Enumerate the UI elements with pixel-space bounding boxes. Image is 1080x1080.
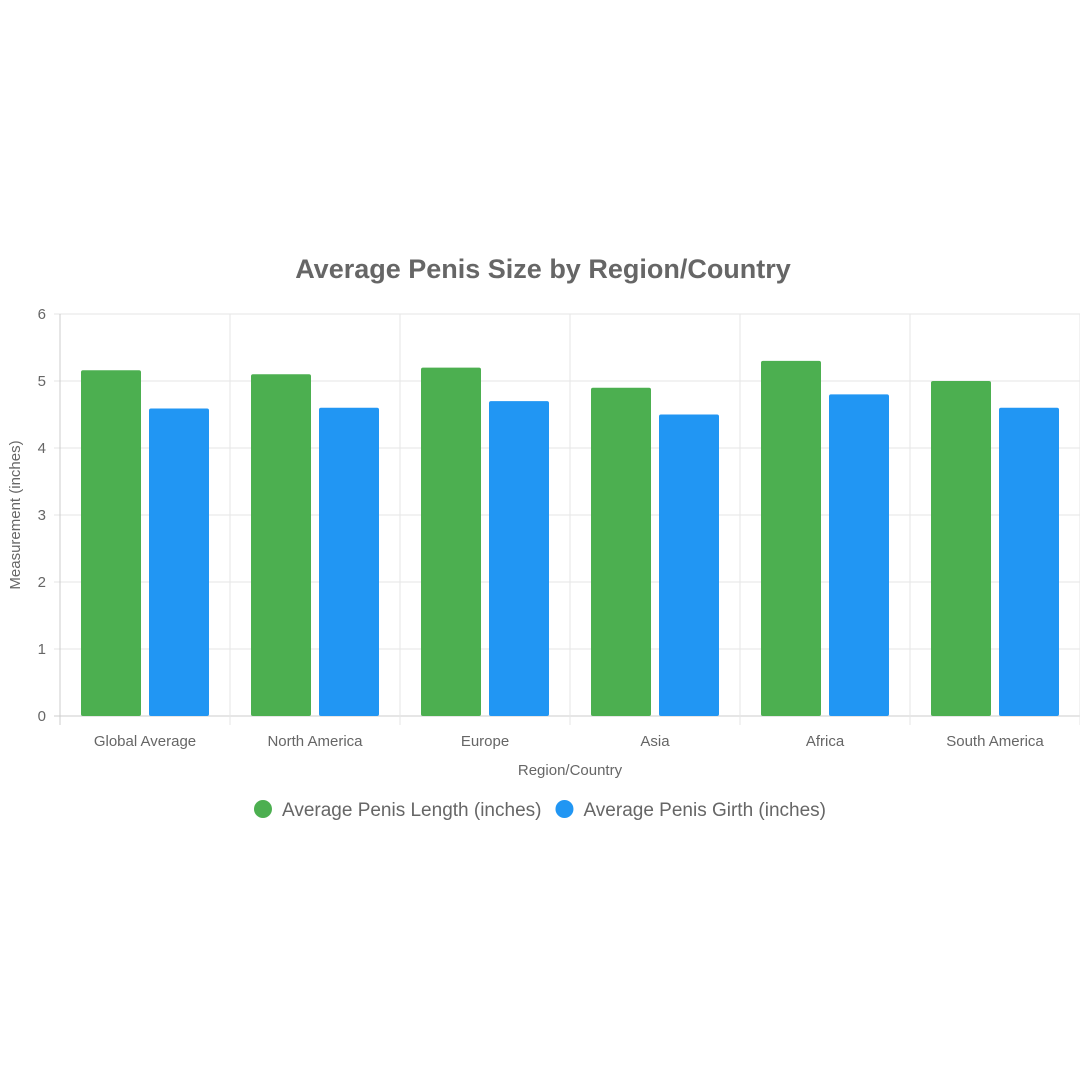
bar-length bbox=[81, 370, 141, 716]
legend-label: Average Penis Length (inches) bbox=[282, 800, 541, 821]
y-axis-title: Measurement (inches) bbox=[7, 440, 24, 589]
bar-girth bbox=[319, 407, 379, 716]
y-tick-label: 1 bbox=[38, 641, 46, 658]
y-tick-label: 4 bbox=[38, 440, 46, 457]
legend-swatch bbox=[555, 800, 574, 818]
bar-length bbox=[421, 367, 481, 716]
x-tick-label: South America bbox=[946, 733, 1044, 750]
grid-lines bbox=[54, 313, 1080, 725]
bar-girth bbox=[149, 408, 209, 716]
x-tick-label: Europe bbox=[461, 733, 509, 750]
bar-length bbox=[931, 381, 991, 716]
x-tick-label: North America bbox=[267, 733, 363, 750]
legend-item[interactable]: Average Penis Length (inches) bbox=[253, 800, 541, 821]
y-tick-label: 0 bbox=[38, 708, 46, 725]
legend-label: Average Penis Girth (inches) bbox=[583, 800, 826, 821]
bars bbox=[81, 360, 1059, 716]
y-axis-ticks: 0 1 2 3 4 5 6 bbox=[38, 306, 46, 725]
x-tick-label: Global Average bbox=[94, 733, 196, 750]
y-tick-label: 5 bbox=[38, 373, 46, 390]
x-axis-ticks: Global Average North America Europe Asia Afr… bbox=[94, 733, 1045, 750]
y-tick-label: 3 bbox=[38, 507, 46, 524]
bar-length bbox=[761, 360, 821, 716]
y-tick-label: 2 bbox=[38, 574, 46, 591]
bar-girth bbox=[999, 407, 1059, 716]
chart-title: Average Penis Size by Region/Country bbox=[295, 254, 791, 284]
legend-swatch bbox=[253, 800, 272, 818]
bar-length bbox=[591, 387, 651, 716]
x-tick-label: Africa bbox=[806, 733, 845, 750]
legend-item[interactable]: Average Penis Girth (inches) bbox=[555, 800, 826, 821]
bar-girth bbox=[489, 401, 549, 716]
bar-girth bbox=[659, 414, 719, 716]
legend: Average Penis Length (inches) Average Pen… bbox=[253, 800, 826, 821]
x-tick-label: Asia bbox=[640, 733, 670, 750]
y-tick-label: 6 bbox=[38, 306, 46, 323]
bar-girth bbox=[829, 394, 889, 716]
bar-length bbox=[251, 374, 311, 716]
x-axis-title: Region/Country bbox=[518, 762, 623, 779]
